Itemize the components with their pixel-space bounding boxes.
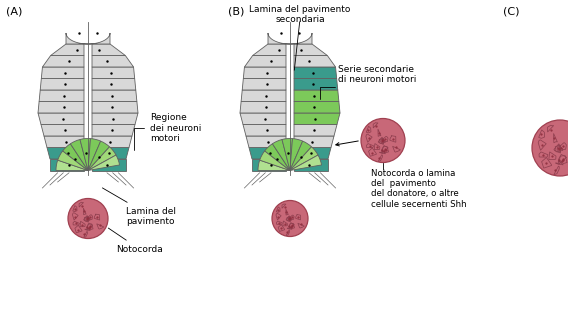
Wedge shape (70, 140, 88, 170)
Polygon shape (39, 90, 84, 101)
Polygon shape (92, 56, 133, 67)
Circle shape (68, 198, 108, 239)
Polygon shape (92, 113, 138, 125)
Polygon shape (240, 101, 286, 113)
Wedge shape (290, 141, 311, 170)
Text: Lamina del pavimento
secondaria: Lamina del pavimento secondaria (249, 5, 350, 24)
Polygon shape (249, 148, 286, 159)
Wedge shape (88, 155, 119, 170)
Polygon shape (47, 148, 84, 159)
Polygon shape (294, 113, 340, 125)
Polygon shape (294, 44, 327, 56)
Polygon shape (92, 148, 129, 159)
Polygon shape (92, 44, 126, 56)
Polygon shape (92, 79, 136, 90)
Wedge shape (290, 147, 318, 170)
Circle shape (361, 118, 405, 162)
Polygon shape (38, 101, 84, 113)
Circle shape (272, 201, 308, 237)
Wedge shape (260, 151, 290, 170)
Polygon shape (41, 125, 84, 136)
Wedge shape (290, 155, 321, 170)
Polygon shape (244, 56, 286, 67)
Text: (C): (C) (503, 7, 520, 17)
Polygon shape (66, 33, 110, 44)
Polygon shape (92, 136, 132, 148)
Polygon shape (294, 67, 337, 79)
Polygon shape (92, 67, 135, 79)
Polygon shape (294, 101, 340, 113)
Polygon shape (43, 56, 84, 67)
Wedge shape (80, 138, 90, 170)
Polygon shape (294, 159, 328, 170)
Wedge shape (62, 144, 88, 170)
Polygon shape (40, 79, 84, 90)
Polygon shape (294, 136, 334, 148)
Wedge shape (290, 139, 303, 170)
Polygon shape (294, 125, 337, 136)
Text: Notocorda: Notocorda (108, 228, 163, 254)
Text: (B): (B) (228, 7, 244, 17)
Polygon shape (51, 44, 84, 56)
Polygon shape (253, 44, 286, 56)
Polygon shape (294, 79, 338, 90)
Polygon shape (242, 79, 286, 90)
Polygon shape (92, 90, 137, 101)
Text: (A): (A) (6, 7, 22, 17)
Polygon shape (243, 125, 286, 136)
Polygon shape (38, 113, 84, 125)
Wedge shape (282, 138, 293, 170)
Polygon shape (252, 159, 286, 170)
Polygon shape (241, 90, 286, 101)
Wedge shape (58, 151, 88, 170)
Polygon shape (92, 125, 135, 136)
Polygon shape (294, 148, 331, 159)
Wedge shape (88, 147, 116, 170)
Polygon shape (50, 159, 84, 170)
Polygon shape (294, 56, 336, 67)
Wedge shape (56, 160, 88, 170)
Polygon shape (240, 113, 286, 125)
Text: Lamina del
pavimento: Lamina del pavimento (102, 188, 176, 226)
Polygon shape (294, 90, 339, 101)
Wedge shape (265, 144, 290, 170)
Circle shape (532, 120, 568, 176)
Polygon shape (268, 33, 312, 44)
Polygon shape (243, 67, 286, 79)
Wedge shape (88, 139, 101, 170)
Polygon shape (44, 136, 84, 148)
Text: Serie secondarie
di neuroni motori: Serie secondarie di neuroni motori (338, 65, 416, 84)
Text: Notocorda o lamina
del  pavimento
del donatore, o altre
cellule secernenti Shh: Notocorda o lamina del pavimento del don… (371, 169, 467, 209)
Wedge shape (88, 141, 110, 170)
Polygon shape (246, 136, 286, 148)
Text: Regione
dei neuroni
motori: Regione dei neuroni motori (134, 113, 202, 151)
Wedge shape (258, 160, 290, 170)
Polygon shape (92, 101, 138, 113)
Polygon shape (92, 159, 126, 170)
Wedge shape (273, 140, 290, 170)
Polygon shape (41, 67, 84, 79)
